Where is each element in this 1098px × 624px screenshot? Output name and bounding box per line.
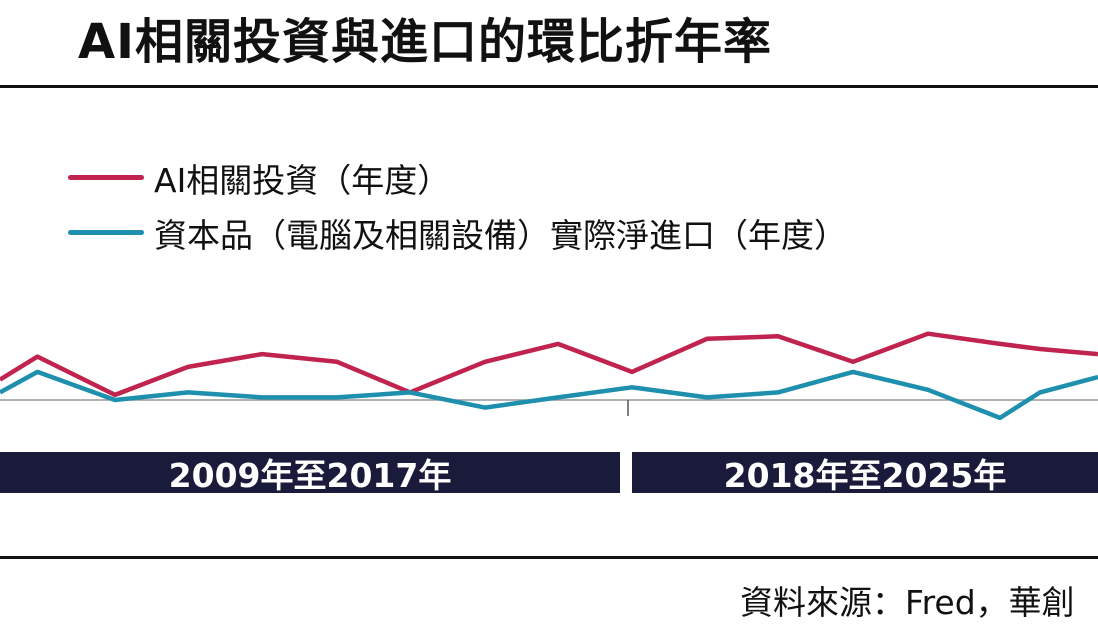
series-line-ai-investment	[0, 331, 1098, 398]
source-note: 資料來源：Fred，華創	[740, 583, 1075, 622]
legend-item-net-imports: 資本品（電腦及相關設備）實際淨進口（年度）	[68, 205, 847, 260]
legend: AI相關投資（年度） 資本品（電腦及相關設備）實際淨進口（年度）	[68, 150, 847, 260]
top-rule	[0, 85, 1098, 88]
legend-label-net-imports: 資本品（電腦及相關設備）實際淨進口（年度）	[154, 215, 847, 255]
legend-swatch-ai-investment	[68, 175, 144, 180]
bottom-rule	[0, 556, 1098, 559]
period-label-2009-2017: 2009年至2017年	[0, 452, 620, 493]
series-line-net-imports	[0, 369, 1098, 421]
legend-swatch-net-imports	[68, 230, 144, 235]
legend-label-ai-investment: AI相關投資（年度）	[154, 160, 451, 200]
chart-title: AI相關投資與進口的環比折年率	[78, 14, 773, 70]
legend-item-ai-investment: AI相關投資（年度）	[68, 150, 847, 205]
period-label-2018-2025: 2018年至2025年	[632, 452, 1098, 493]
